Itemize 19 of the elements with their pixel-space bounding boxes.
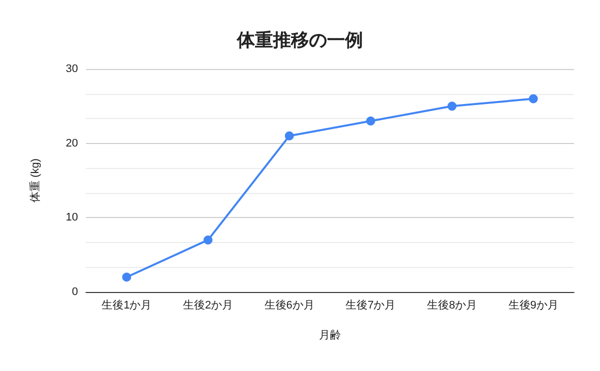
x-tick-label: 生後9か月 <box>508 298 558 312</box>
y-tick-label: 10 <box>66 212 78 224</box>
chart-title: 体重推移の一例 <box>236 30 363 50</box>
y-tick-label: 0 <box>72 286 78 298</box>
point <box>284 131 294 140</box>
x-tick-label: 生後6か月 <box>264 298 314 312</box>
x-tick-label: 生後8か月 <box>426 298 478 312</box>
point <box>204 235 212 244</box>
y-tick-label: 30 <box>66 63 78 75</box>
point <box>366 116 376 126</box>
point <box>122 272 132 282</box>
point <box>528 94 538 104</box>
x-tick-label: 生後2か月 <box>182 298 234 312</box>
y-tick-label: 20 <box>66 137 78 150</box>
y-axis-title: 体重 (kg) <box>28 158 42 202</box>
x-tick-label: 生後1か月 <box>102 298 152 312</box>
x-axis-title: 月齢 <box>319 330 341 342</box>
x-tick-label: 生後7か月 <box>346 298 396 312</box>
point <box>448 102 456 111</box>
